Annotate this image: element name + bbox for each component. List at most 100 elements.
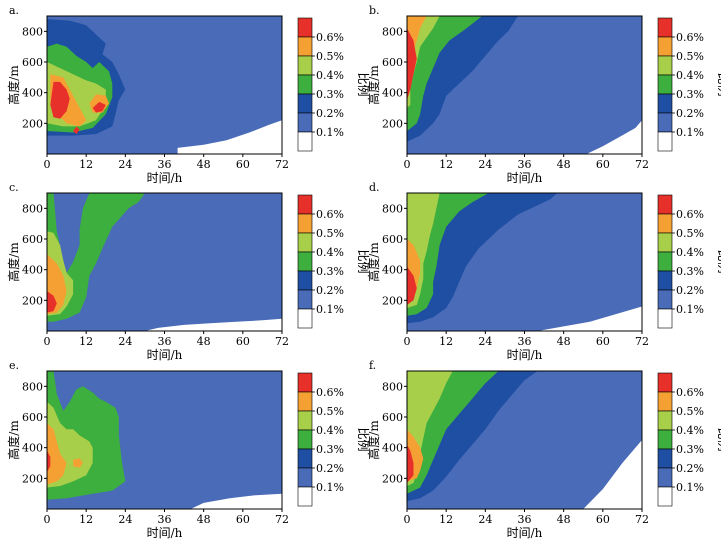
x-tick-label: 48 [197,335,211,348]
y-tick-label: 400 [382,442,403,455]
panel-label: f. [369,359,376,372]
x-tick-label: 0 [404,513,411,526]
x-tick-label: 60 [596,158,610,171]
colorbar-swatch [297,213,313,234]
y-tick-label: 200 [22,472,43,485]
y-tick-label: 800 [22,380,43,393]
colorbar-swatch [657,55,673,76]
colorbar-level-label: 0.2% [676,107,704,120]
x-tick-label: 72 [275,158,289,171]
y-tick-label: 600 [382,233,403,246]
colorbar-level-label: 0.2% [316,284,344,297]
colorbar-swatch [657,410,673,431]
x-tick-label: 72 [635,158,649,171]
x-tick-label: 24 [478,335,492,348]
y-axis-label: 高度/m [6,65,21,105]
colorbar-level-label: 0.3% [676,443,704,456]
colorbar-swatch [297,410,313,431]
y-tick-label: 200 [382,472,403,485]
colorbar-swatch [297,251,313,272]
colorbar-title: 比例 [716,249,721,273]
y-tick-label: 800 [382,25,403,38]
x-tick-label: 48 [557,158,571,171]
x-tick-label: 36 [518,513,532,526]
contour-region [407,266,417,305]
colorbar-swatch [657,429,673,450]
y-tick-label: 600 [382,56,403,69]
colorbar-swatch [297,467,313,488]
y-tick-label: 800 [382,380,403,393]
y-axis-label: 高度/m [366,242,381,282]
x-tick-label: 36 [158,335,172,348]
colorbar-swatch [297,131,313,152]
colorbar-level-label: 0.5% [316,227,344,240]
colorbar-swatch [297,270,313,291]
contour-region [407,28,417,101]
colorbar-swatch [657,93,673,114]
colorbar-level-label: 0.5% [676,50,704,63]
contour-region-below-threshold [190,493,282,509]
x-tick-label: 60 [596,335,610,348]
x-tick-label: 0 [404,158,411,171]
x-axis-label: 时间/h [147,526,183,540]
x-tick-label: 12 [79,513,93,526]
colorbar-level-label: 0.1% [676,303,704,316]
colorbar-level-label: 0.5% [676,405,704,418]
colorbar-level-label: 0.4% [316,69,344,82]
colorbar-level-label: 0.2% [316,107,344,120]
colorbar-swatch [657,36,673,57]
colorbar-swatch [657,448,673,469]
contour-region [407,444,414,483]
colorbar-swatch [297,308,313,329]
x-tick-label: 12 [79,158,93,171]
x-tick-label: 36 [518,335,532,348]
contour-region [50,81,70,119]
colorbar-swatch [657,289,673,310]
panel-label: b. [369,4,380,17]
contour-region [47,423,67,485]
colorbar-level-label: 0.3% [316,443,344,456]
y-tick-label: 400 [22,87,43,100]
colorbar-swatch [297,372,313,393]
colorbar-swatch [657,308,673,329]
contour-region-below-threshold [586,120,642,154]
colorbar-title: 比例 [716,72,721,96]
panel-label: a. [9,4,19,17]
x-tick-label: 36 [158,158,172,171]
y-tick-label: 800 [22,202,43,215]
colorbar-swatch [297,429,313,450]
y-tick-label: 200 [382,294,403,307]
x-tick-label: 60 [236,335,250,348]
colorbar-swatch [657,372,673,393]
x-tick-label: 12 [79,335,93,348]
y-tick-label: 400 [382,87,403,100]
colorbar-level-label: 0.4% [676,69,704,82]
colorbar-swatch [657,391,673,412]
x-tick-label: 12 [439,335,453,348]
y-tick-label: 600 [382,411,403,424]
colorbar-swatch [657,213,673,234]
x-tick-label: 24 [118,513,132,526]
x-tick-label: 48 [197,513,211,526]
panel-6: 0 12 24 36 48 60 72 200 400 600 800 时间/h 高度/m f. 0.6% 0… [366,359,721,540]
colorbar-level-label: 0.1% [316,481,344,494]
x-tick-label: 48 [557,513,571,526]
contour-region-below-threshold [144,318,282,331]
panel-label: d. [369,181,380,194]
x-tick-label: 72 [635,335,649,348]
colorbar-level-label: 0.5% [676,227,704,240]
x-tick-label: 24 [478,513,492,526]
colorbar-level-label: 0.6% [676,208,704,221]
x-tick-label: 12 [439,513,453,526]
x-tick-label: 24 [478,158,492,171]
colorbar-swatch [297,448,313,469]
colorbar-level-label: 0.6% [676,31,704,44]
x-tick-label: 72 [275,335,289,348]
contour-region-below-threshold [537,306,642,331]
x-tick-label: 48 [197,158,211,171]
colorbar-swatch [297,232,313,253]
contour-region [47,450,51,473]
x-tick-label: 60 [236,513,250,526]
x-axis-label: 时间/h [147,348,183,362]
